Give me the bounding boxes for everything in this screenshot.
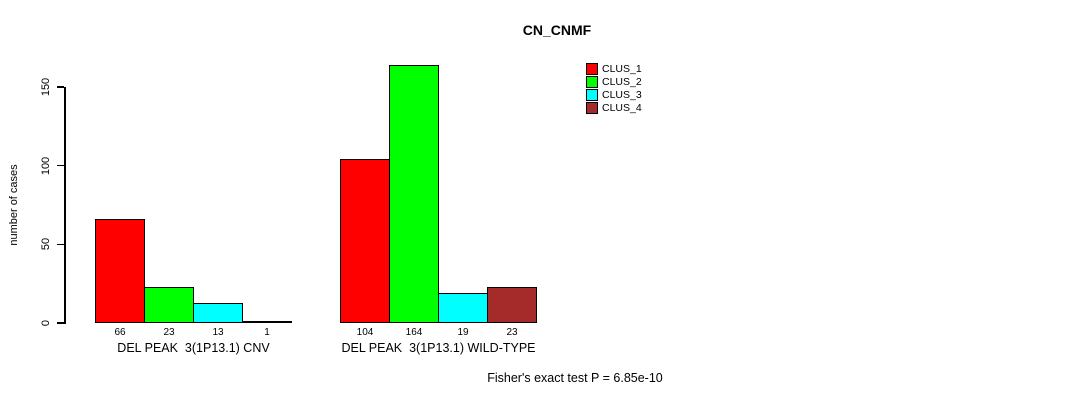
y-tick-mark: [57, 86, 64, 88]
legend: CLUS_1 CLUS_2 CLUS_3 CLUS_4: [586, 62, 642, 114]
legend-swatch: [586, 88, 598, 101]
y-tick-mark: [57, 243, 64, 246]
bar-value-label: 1: [264, 327, 270, 338]
bar-clus_1-group1: [95, 219, 145, 323]
y-tick-mark: [57, 164, 64, 167]
bar-value-label: 23: [163, 327, 175, 338]
legend-label: CLUS_4: [602, 101, 642, 114]
x-category-label: DEL PEAK 3(1P13.1) WILD-TYPE: [341, 341, 536, 355]
bar-value-label: 164: [405, 327, 423, 338]
chart-title: CN_CNMF: [522, 22, 592, 38]
legend-label: CLUS_3: [602, 88, 642, 101]
legend-label: CLUS_1: [602, 62, 642, 75]
bar-value-label: 104: [356, 327, 374, 338]
legend-swatch: [586, 75, 598, 88]
bar-clus_3-group2: [438, 293, 488, 323]
bar-clus_4-group1: [242, 321, 292, 323]
x-category-label: DEL PEAK 3(1P13.1) CNV: [117, 341, 270, 355]
bar-clus_1-group2: [340, 159, 390, 323]
bar-clus_4-group2: [487, 287, 537, 323]
bar-clus_2-group2: [389, 65, 439, 323]
y-axis-line: [64, 87, 66, 324]
legend-item-clus_1: CLUS_1: [586, 62, 642, 75]
y-tick-label: 0: [40, 319, 52, 327]
bar-clus_2-group1: [144, 287, 194, 323]
fisher-test-annotation: Fisher's exact test P = 6.85e-10: [487, 371, 663, 385]
y-axis-label: number of cases: [8, 164, 20, 246]
bar-clus_3-group1: [193, 303, 243, 323]
y-tick-mark: [57, 322, 64, 324]
bar-value-label: 23: [506, 327, 518, 338]
bar-value-label: 66: [114, 327, 126, 338]
legend-swatch: [586, 101, 598, 114]
bar-value-label: 13: [212, 327, 224, 338]
y-tick-label: 150: [40, 77, 52, 97]
legend-item-clus_4: CLUS_4: [586, 101, 642, 114]
bar-value-label: 19: [457, 327, 469, 338]
y-tick-label: 50: [40, 238, 52, 251]
legend-item-clus_2: CLUS_2: [586, 75, 642, 88]
y-tick-label: 100: [40, 156, 52, 175]
legend-item-clus_3: CLUS_3: [586, 88, 642, 101]
legend-swatch: [586, 62, 598, 75]
legend-label: CLUS_2: [602, 75, 642, 88]
